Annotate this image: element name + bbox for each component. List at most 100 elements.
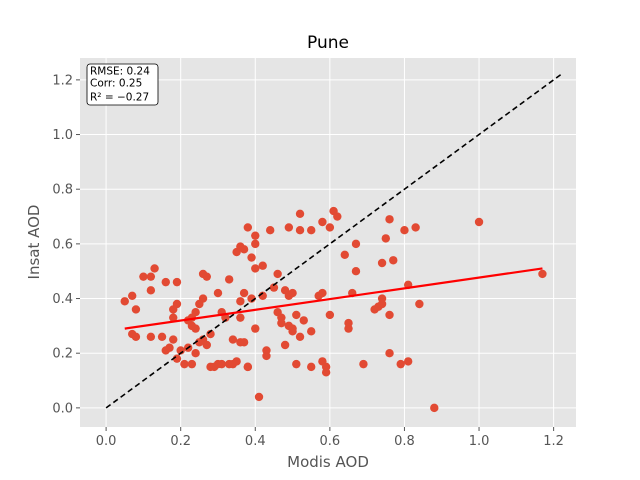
grid-lines — [80, 58, 576, 427]
data-point — [288, 324, 297, 333]
data-point — [292, 310, 301, 320]
chart-title: Pune — [307, 33, 349, 53]
x-axis-label: Modis AOD — [287, 453, 369, 471]
data-point — [351, 267, 361, 276]
data-point — [221, 313, 230, 322]
data-point — [251, 264, 260, 273]
data-point — [131, 332, 141, 341]
data-point — [377, 258, 387, 268]
data-point — [344, 318, 353, 328]
y-tick-label: 0.6 — [52, 237, 73, 252]
data-point — [474, 217, 484, 227]
data-point — [169, 335, 178, 344]
data-point — [232, 357, 241, 366]
data-point — [146, 332, 156, 341]
data-point — [340, 250, 349, 259]
stats-box-frame — [86, 63, 159, 106]
data-point — [243, 362, 253, 372]
data-point — [389, 256, 398, 265]
y-tick-label: 1.0 — [52, 128, 73, 143]
data-point — [169, 313, 178, 322]
data-point — [157, 332, 167, 341]
data-point — [202, 272, 211, 281]
data-point — [239, 245, 249, 254]
y-tick-label: 0.8 — [52, 183, 73, 198]
data-point — [172, 277, 182, 287]
data-point — [239, 338, 249, 347]
data-point — [146, 286, 156, 295]
data-point — [236, 297, 245, 306]
data-point — [254, 392, 264, 402]
y-tick-label: 0.2 — [52, 347, 73, 362]
data-point — [318, 217, 327, 227]
data-point — [333, 212, 342, 221]
data-point — [538, 269, 547, 279]
data-point — [351, 239, 361, 249]
data-point — [187, 359, 197, 369]
stat-rmse: RMSE: 0.24 — [90, 66, 150, 78]
one-to-one-line — [105, 73, 562, 409]
data-point — [321, 368, 331, 377]
data-point — [307, 327, 316, 336]
data-point — [277, 318, 286, 328]
data-point — [251, 324, 260, 333]
data-point — [385, 349, 394, 358]
x-tick-label: 0.2 — [170, 434, 191, 449]
data-point — [236, 313, 245, 322]
data-point — [359, 359, 368, 369]
data-point — [213, 288, 223, 298]
data-point — [191, 324, 200, 333]
x-tick-label: 0.4 — [245, 434, 266, 449]
x-axis-ticks: 0.0 0.2 0.4 0.6 0.8 1.0 1.2 — [96, 427, 564, 449]
data-point — [202, 340, 211, 350]
data-point — [415, 299, 424, 309]
data-point — [198, 294, 208, 303]
data-point — [180, 359, 189, 369]
stat-r-squared: R² = −0.27 — [90, 92, 149, 104]
data-point — [172, 299, 182, 309]
data-point — [146, 272, 156, 281]
data-point — [295, 209, 305, 218]
data-point — [295, 226, 305, 235]
data-point — [288, 288, 297, 298]
data-point — [396, 359, 405, 369]
data-point — [131, 305, 141, 314]
stats-box: RMSE: 0.24 Corr: 0.25 R² = −0.27 — [86, 63, 159, 106]
data-point — [120, 297, 129, 306]
x-tick-label: 0.8 — [394, 434, 415, 449]
data-point — [165, 343, 174, 352]
data-point — [224, 275, 234, 284]
data-point — [191, 349, 200, 358]
y-axis-label: Insat AOD — [25, 205, 43, 280]
data-point — [251, 239, 260, 249]
data-point — [150, 264, 159, 273]
data-point — [411, 223, 420, 232]
data-point — [191, 308, 200, 317]
x-tick-label: 0.6 — [320, 434, 341, 449]
data-point — [381, 234, 391, 243]
data-point — [262, 346, 271, 355]
y-axis-ticks: 0.0 0.2 0.4 0.6 0.8 1.0 1.2 — [52, 73, 80, 416]
data-point — [325, 223, 335, 232]
data-point — [269, 283, 279, 292]
data-point — [161, 277, 170, 287]
y-tick-label: 1.2 — [52, 73, 73, 88]
data-point — [139, 272, 148, 281]
x-tick-label: 0.0 — [96, 434, 117, 449]
regression-line — [124, 267, 543, 330]
data-point — [284, 223, 294, 232]
data-point — [273, 269, 282, 279]
data-point — [239, 288, 249, 298]
data-point — [385, 310, 394, 320]
y-tick-label: 0.0 — [52, 401, 73, 416]
data-point — [377, 299, 387, 309]
data-point — [400, 226, 409, 235]
data-point — [243, 223, 253, 232]
data-point — [292, 359, 301, 369]
data-point — [430, 403, 439, 413]
data-point — [318, 288, 327, 298]
data-point — [403, 357, 413, 366]
data-point — [247, 253, 256, 262]
data-point — [307, 226, 316, 235]
